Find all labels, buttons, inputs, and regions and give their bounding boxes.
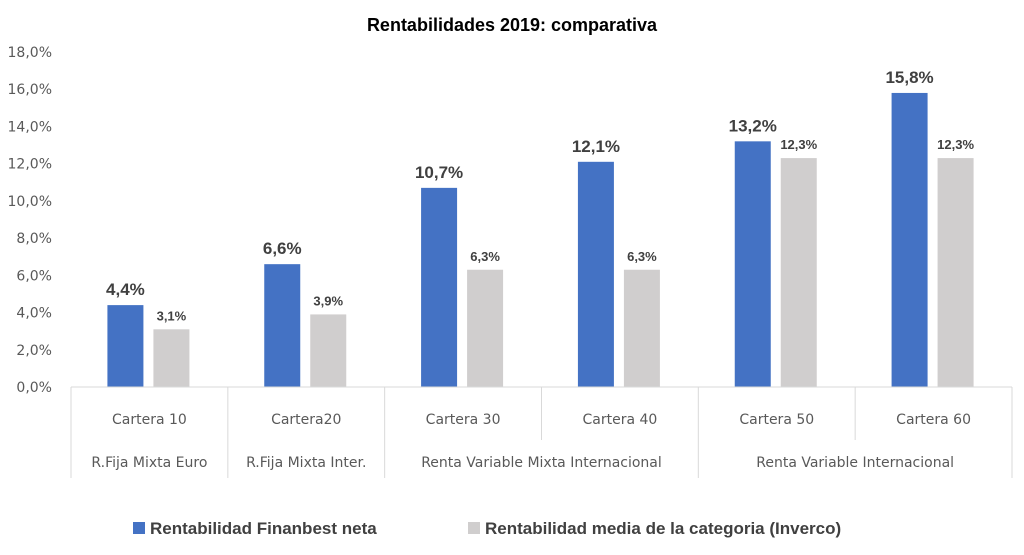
- bars: 4,4% 6,6% 10,7% 12,1% 13,2% 15,8% 3,1% 3,9% 6,3%…: [106, 68, 974, 387]
- y-tick-label: 8,0%: [16, 231, 52, 247]
- group-label: Renta Variable Internacional: [756, 455, 954, 471]
- legend-label: Rentabilidad Finanbest neta: [150, 519, 377, 538]
- y-tick-label: 12,0%: [8, 157, 52, 173]
- bar-finanbest: [577, 161, 614, 387]
- y-tick-label: 10,0%: [8, 194, 52, 210]
- data-label: 15,8%: [885, 68, 933, 87]
- x-axis: Cartera 10 Cartera20 Cartera 30 Cartera 40 C…: [70, 386, 1013, 478]
- bar-finanbest: [264, 264, 301, 387]
- bar-inverco: [310, 314, 347, 387]
- data-label: 12,1%: [572, 137, 620, 156]
- data-label: 6,3%: [470, 249, 500, 264]
- y-tick-label: 6,0%: [16, 268, 52, 284]
- group-label: R.Fija Mixta Inter.: [246, 455, 366, 471]
- legend-label: Rentabilidad media de la categoria (Inve…: [485, 519, 841, 538]
- legend-swatch: [468, 522, 480, 534]
- data-label: 3,1%: [157, 308, 187, 323]
- group-label: R.Fija Mixta Euro: [91, 455, 207, 471]
- data-label: 10,7%: [415, 163, 463, 182]
- bar-finanbest: [734, 141, 771, 387]
- data-label: 12,3%: [780, 137, 817, 152]
- y-tick-label: 4,0%: [16, 306, 52, 322]
- bar-inverco: [467, 269, 504, 387]
- category-label: Cartera20: [271, 412, 341, 428]
- chart-title: Rentabilidades 2019: comparativa: [367, 15, 658, 35]
- y-tick-label: 14,0%: [8, 119, 52, 135]
- bar-finanbest: [891, 92, 928, 387]
- category-label: Cartera 10: [112, 412, 187, 428]
- bar-inverco: [153, 329, 190, 387]
- bar-finanbest: [107, 305, 144, 387]
- data-label: 6,6%: [263, 239, 302, 258]
- data-label: 12,3%: [937, 137, 974, 152]
- y-tick-label: 0,0%: [16, 380, 52, 396]
- category-label: Cartera 60: [896, 412, 971, 428]
- data-label: 13,2%: [729, 116, 777, 135]
- bar-inverco: [623, 269, 660, 387]
- legend: Rentabilidad Finanbest neta Rentabilidad …: [133, 519, 841, 538]
- data-label: 6,3%: [627, 249, 657, 264]
- data-label: 3,9%: [313, 293, 343, 308]
- category-label: Cartera 40: [583, 412, 658, 428]
- y-tick-label: 2,0%: [16, 343, 52, 359]
- y-tick-label: 16,0%: [8, 82, 52, 98]
- group-label: Renta Variable Mixta Internacional: [421, 455, 662, 471]
- data-label: 4,4%: [106, 280, 145, 299]
- bar-inverco: [780, 158, 817, 387]
- y-tick-label: 18,0%: [8, 45, 52, 61]
- y-axis: 0,0% 2,0% 4,0% 6,0% 8,0% 10,0% 12,0% 14,0% 16,0%…: [8, 45, 52, 396]
- category-label: Cartera 30: [426, 412, 501, 428]
- legend-swatch: [133, 522, 145, 534]
- category-label: Cartera 50: [739, 412, 814, 428]
- bar-inverco: [937, 158, 974, 387]
- bar-finanbest: [421, 187, 458, 387]
